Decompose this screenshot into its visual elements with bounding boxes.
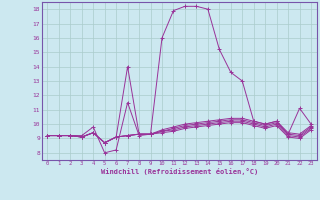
X-axis label: Windchill (Refroidissement éolien,°C): Windchill (Refroidissement éolien,°C) xyxy=(100,168,258,175)
